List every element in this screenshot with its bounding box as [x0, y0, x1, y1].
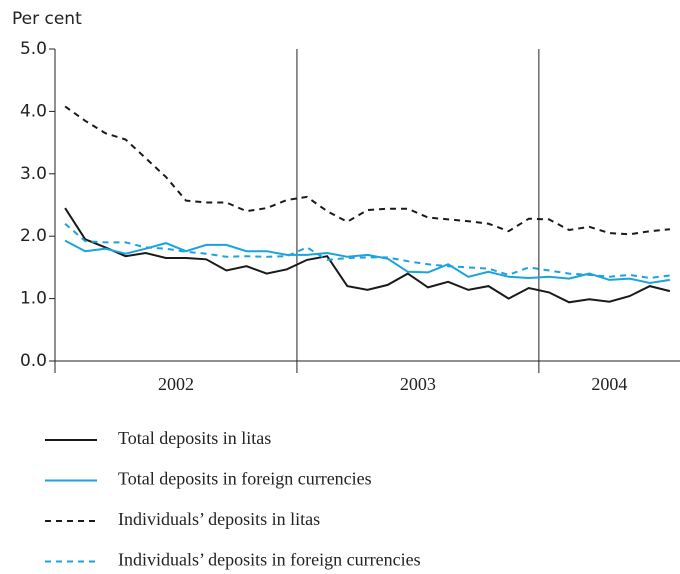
y-tick-label: 3.0 [20, 164, 47, 184]
y-tick-label: 4.0 [20, 101, 47, 121]
y-tick-label: 1.0 [20, 289, 47, 309]
legend-label: Individuals’ deposits in foreign currenc… [118, 550, 421, 570]
y-tick-label: 5.0 [20, 39, 47, 59]
x-group-label: 2003 [400, 374, 436, 394]
series-line [64, 105, 670, 236]
y-tick-label: 0.0 [20, 351, 47, 371]
x-group-label: 2004 [591, 374, 627, 394]
legend-label: Individuals’ deposits in litas [118, 509, 320, 529]
legend-label: Total deposits in foreign currencies [118, 469, 372, 489]
series-line [64, 207, 671, 304]
series-line [64, 239, 671, 285]
legend-label: Total deposits in litas [118, 428, 271, 448]
y-tick-label: 2.0 [20, 226, 47, 246]
series-line [64, 222, 671, 280]
x-group-label: 2002 [158, 374, 194, 394]
y-axis-label: Per cent [12, 9, 82, 29]
